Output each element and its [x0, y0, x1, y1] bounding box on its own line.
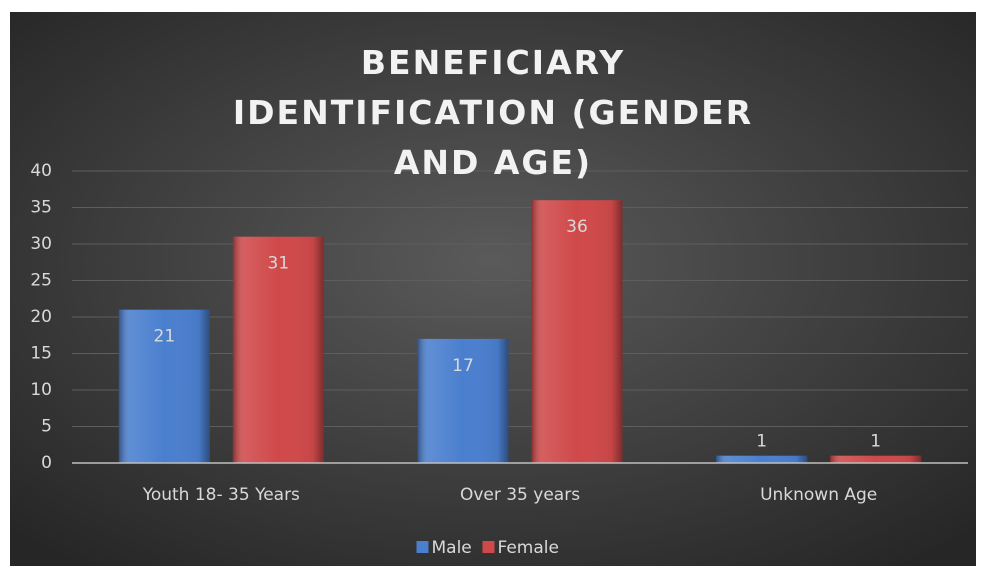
bar-shade	[716, 455, 808, 463]
legend-swatch	[482, 541, 495, 553]
legend-label: Female	[498, 538, 559, 558]
data-label: 21	[154, 327, 176, 347]
y-tick-label: 10	[30, 380, 52, 400]
bar-shade	[830, 455, 922, 463]
y-tick-label: 30	[30, 234, 52, 254]
data-label: 17	[452, 356, 474, 376]
data-label: 36	[566, 217, 588, 237]
y-tick-label: 15	[30, 344, 52, 364]
y-tick-label: 0	[41, 453, 52, 473]
legend-swatch	[416, 541, 429, 553]
legend-label: Male	[432, 538, 472, 558]
x-tick-label: Over 35 years	[460, 485, 580, 505]
x-tick-label: Unknown Age	[760, 485, 877, 505]
chart-title: BENEFICIARY IDENTIFICATION (GENDER AND A…	[232, 43, 754, 182]
bar-shade	[118, 309, 210, 463]
y-tick-label: 25	[30, 271, 52, 291]
bar-shade	[417, 338, 509, 463]
y-tick-label: 40	[30, 161, 52, 181]
data-label: 31	[268, 254, 290, 274]
y-tick-label: 5	[41, 417, 52, 437]
data-label: 1	[870, 432, 881, 452]
y-tick-label: 35	[30, 198, 52, 218]
bar-shade	[531, 200, 623, 463]
data-label: 1	[756, 432, 767, 452]
chart-background	[10, 12, 976, 566]
bar-shade	[232, 236, 324, 463]
x-tick-label: Youth 18- 35 Years	[142, 485, 300, 505]
y-tick-label: 20	[30, 307, 52, 327]
